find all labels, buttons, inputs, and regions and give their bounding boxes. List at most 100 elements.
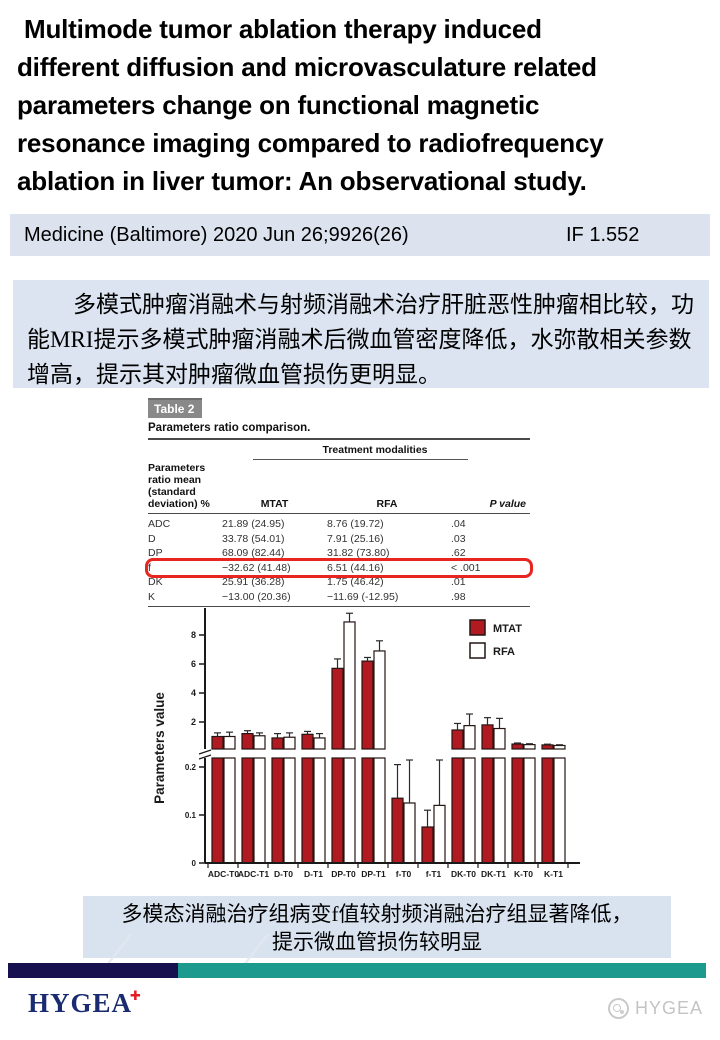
table-cell-rfa: 8.76 (19.72) [327, 518, 384, 531]
title-line-1: Multimode tumor ablation therapy induced [17, 14, 542, 44]
title-line-2: different diffusion and microvasculature… [17, 52, 597, 82]
caption-line-1: 多模态消融治疗组病变f值较射频消融治疗组显著降低， [121, 902, 633, 926]
table-cell-mtat: −13.00 (20.36) [222, 590, 291, 603]
bar-rfa-lower [343, 757, 356, 864]
table-cell-p: < .001 [451, 561, 481, 574]
table-cell-p: .01 [451, 576, 466, 589]
bar-mtat-lower [511, 757, 524, 864]
table-cell-param: f [148, 561, 151, 574]
table-group-header: Treatment modalities [322, 444, 428, 456]
table-cell-param: DP [148, 547, 163, 560]
footer-teal-bar [178, 963, 706, 978]
bar-mtat-lower [451, 757, 464, 864]
y-tick-label: 4 [191, 688, 196, 698]
bar-rfa-lower [373, 757, 386, 864]
x-tick-label: K-T0 [514, 869, 533, 879]
watermark-logo-icon [608, 998, 629, 1019]
bar-rfa-lower [493, 757, 506, 864]
table-group-underline [253, 459, 468, 460]
table-row: D 33.78 (54.01) 7.91 (25.16) .03 [148, 532, 530, 547]
y-axis-label: Parameters value [152, 692, 167, 804]
legend-swatch-mtat [469, 619, 486, 636]
bar-mtat [331, 667, 344, 750]
axis-break-mark [198, 749, 212, 755]
column-header-mtat: MTAT [260, 498, 289, 510]
column-header-parameters: Parameters ratio mean (standard deviatio… [148, 462, 210, 510]
title-line-5: ablation in liver tumor: An observationa… [17, 166, 587, 196]
table-cell-rfa: 7.91 (25.16) [327, 532, 384, 545]
y-tick-label: 8 [191, 630, 196, 640]
bar-rfa-lower [223, 757, 236, 864]
bar-rfa [433, 804, 446, 864]
bar-mtat-lower [331, 757, 344, 864]
table-cell-param: ADC [148, 518, 171, 531]
table-cell-rfa: 6.51 (44.16) [327, 561, 384, 574]
bar-mtat-lower [361, 757, 374, 864]
table-badge: Table 2 [148, 398, 203, 418]
table-cell-mtat: −32.62 (41.48) [222, 561, 291, 574]
table-cell-mtat: 21.89 (24.95) [222, 518, 285, 531]
table-row: DK 25.91 (36.28) 1.75 (46.42) .01 [148, 575, 530, 590]
bar-rfa-lower [253, 757, 266, 864]
x-tick-label: K-T1 [544, 869, 563, 879]
x-tick-label: DK-T1 [481, 869, 506, 879]
table-body: ADC 21.89 (24.95) 8.76 (19.72) .04 D 33.78 (5… [148, 514, 530, 607]
watermark: HYGEA [608, 998, 703, 1019]
bar-mtat [361, 660, 374, 750]
x-tick-label: ADC-T1 [238, 869, 269, 879]
bar-mtat [271, 737, 284, 750]
watermark-text: HYGEA [635, 998, 704, 1018]
bar-rfa [523, 744, 536, 750]
bar-mtat [481, 724, 494, 750]
y-tick-label: 6 [191, 659, 196, 669]
table-cell-param: DK [148, 576, 163, 589]
bar-mtat [301, 733, 314, 750]
table-row: ADC 21.89 (24.95) 8.76 (19.72) .04 [148, 517, 530, 532]
x-tick-label: D-T0 [274, 869, 293, 879]
bar-rfa [223, 735, 236, 750]
x-tick-label: ADC-T0 [208, 869, 239, 879]
bar-rfa [463, 725, 476, 750]
bar-rfa-lower [463, 757, 476, 864]
x-tick-label: DP-T1 [361, 869, 386, 879]
table-row-highlighted: f −32.62 (41.48) 6.51 (44.16) < .001 [148, 561, 530, 576]
bar-rfa [373, 650, 386, 750]
journal-citation: Medicine (Baltimore) 2020 Jun 26;9926(26… [24, 223, 409, 246]
legend-swatch-rfa [469, 642, 486, 659]
red-cross-icon: ✚ [130, 989, 142, 1004]
abstract-text-cn: 多模式肿瘤消融术与射频消融术治疗肝脏恶性肿瘤相比较，功能MRI提示多模式肿瘤消融… [27, 292, 694, 387]
bar-mtat [451, 729, 464, 750]
x-tick-label: DK-T0 [451, 869, 476, 879]
legend-label-rfa: RFA [493, 646, 515, 658]
bar-rfa [553, 744, 566, 750]
table-cell-mtat: 25.91 (36.28) [222, 576, 285, 589]
bar-rfa [253, 735, 266, 750]
conclusion-caption-block: 多模态消融治疗组病变f值较射频消融治疗组显著降低， 提示微血管损伤较明显 [83, 896, 671, 958]
column-header-rfa: RFA [376, 498, 398, 510]
column-header-pvalue: P value [489, 498, 526, 510]
table-row: DP 68.09 (82.44) 31.82 (73.80) .62 [148, 546, 530, 561]
table-group-header-row: Treatment modalities [148, 440, 530, 462]
bar-mtat-lower [481, 757, 494, 864]
table-column-headers: Parameters ratio mean (standard deviatio… [148, 462, 530, 514]
bar-mtat [541, 744, 554, 750]
y-tick-label: 0.1 [185, 811, 197, 820]
footer-navy-bar [8, 963, 178, 978]
bar-rfa [343, 621, 356, 750]
table-cell-param: K [148, 590, 156, 603]
x-tick-label: D-T1 [304, 869, 323, 879]
table-cell-rfa: 1.75 (46.42) [327, 576, 384, 589]
x-tick-label: DP-T0 [331, 869, 356, 879]
axis-break-mark [198, 754, 212, 760]
bar-rfa [313, 737, 326, 750]
bar-mtat [511, 743, 524, 750]
x-tick-label: f-T1 [426, 869, 442, 879]
bar-rfa-lower [313, 757, 326, 864]
title-line-3: parameters change on functional magnetic [17, 90, 540, 120]
table-cell-param: D [148, 532, 156, 545]
bar-mtat [241, 733, 254, 750]
bar-mtat-lower [211, 757, 224, 864]
table-cell-p: .03 [451, 532, 466, 545]
